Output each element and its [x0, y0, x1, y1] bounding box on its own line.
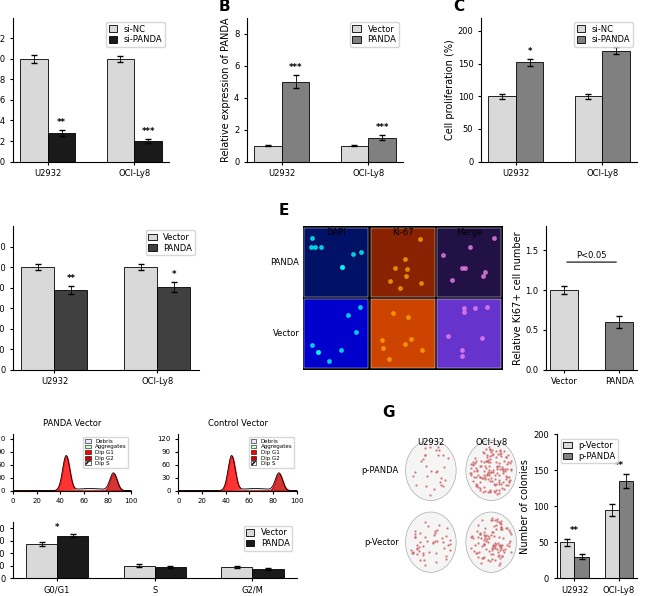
Bar — [604, 510, 619, 578]
Text: G: G — [383, 405, 395, 420]
Text: p-PANDA: p-PANDA — [361, 466, 399, 475]
FancyBboxPatch shape — [370, 228, 435, 297]
Text: B: B — [219, 0, 231, 14]
FancyBboxPatch shape — [437, 228, 501, 297]
Text: C: C — [453, 0, 464, 14]
Title: PANDA Vector: PANDA Vector — [43, 419, 101, 428]
Text: Vector: Vector — [272, 330, 300, 339]
Legend: si-NC, si-PANDA: si-NC, si-PANDA — [106, 22, 165, 46]
FancyBboxPatch shape — [304, 228, 368, 297]
Title: Control Vector: Control Vector — [207, 419, 268, 428]
Bar — [20, 59, 47, 162]
Y-axis label: Relative Ki67+ cell number: Relative Ki67+ cell number — [513, 231, 523, 365]
Text: **: ** — [57, 118, 66, 127]
Legend: p-Vector, p-PANDA: p-Vector, p-PANDA — [561, 439, 618, 463]
Bar — [551, 290, 578, 370]
Text: E: E — [279, 203, 289, 218]
Bar — [57, 536, 88, 578]
Bar — [155, 567, 186, 578]
Text: *: * — [527, 47, 532, 56]
Bar — [619, 481, 633, 578]
Circle shape — [466, 512, 517, 572]
Bar — [124, 267, 157, 370]
Bar — [55, 290, 87, 370]
Text: P<0.05: P<0.05 — [577, 251, 607, 260]
Text: Merge: Merge — [456, 228, 482, 237]
Circle shape — [466, 440, 517, 501]
Text: ***: *** — [289, 63, 302, 73]
Legend: Vector, PANDA: Vector, PANDA — [350, 22, 399, 46]
Bar — [605, 322, 633, 370]
Legend: si-NC, si-PANDA: si-NC, si-PANDA — [574, 22, 633, 46]
FancyBboxPatch shape — [304, 299, 368, 368]
Text: ***: *** — [375, 123, 389, 132]
Circle shape — [406, 440, 456, 501]
Bar — [341, 145, 369, 162]
Text: ***: *** — [141, 127, 155, 136]
Y-axis label: Relative expression of PANDA: Relative expression of PANDA — [221, 17, 231, 162]
Text: **: ** — [570, 526, 579, 535]
Bar — [281, 82, 309, 162]
Bar — [369, 138, 396, 162]
FancyBboxPatch shape — [437, 299, 501, 368]
Bar — [575, 96, 603, 162]
Bar — [254, 145, 281, 162]
Bar — [488, 96, 515, 162]
Bar — [515, 62, 543, 162]
Text: U2932: U2932 — [417, 438, 445, 447]
Text: OCI-Ly8: OCI-Ly8 — [475, 438, 507, 447]
Bar — [124, 566, 155, 578]
Bar — [26, 544, 57, 578]
Text: *: * — [614, 35, 618, 44]
Bar — [575, 557, 589, 578]
Legend: Vector, PANDA: Vector, PANDA — [146, 230, 194, 255]
Legend: Debris, Aggregates, Dip G1, Dip G2, Dip S: Debris, Aggregates, Dip G1, Dip G2, Dip … — [249, 437, 294, 468]
Bar — [221, 567, 252, 578]
FancyBboxPatch shape — [370, 299, 435, 368]
Text: **: ** — [614, 461, 623, 470]
Text: *: * — [172, 270, 176, 279]
Bar — [157, 287, 190, 370]
Text: PANDA: PANDA — [270, 257, 300, 266]
Text: p-Vector: p-Vector — [364, 538, 399, 547]
Y-axis label: Cell proliferation (%): Cell proliferation (%) — [445, 39, 455, 140]
Bar — [603, 51, 630, 162]
Text: DAPI: DAPI — [326, 228, 346, 237]
Bar — [135, 141, 162, 162]
Bar — [252, 569, 284, 578]
Y-axis label: Number of colonies: Number of colonies — [521, 459, 530, 554]
Bar — [21, 267, 55, 370]
Text: Ki-67: Ki-67 — [392, 228, 413, 237]
Bar — [560, 542, 575, 578]
Circle shape — [406, 512, 456, 572]
Bar — [107, 59, 135, 162]
Text: **: ** — [66, 274, 75, 283]
Legend: Vector, PANDA: Vector, PANDA — [244, 526, 292, 551]
Bar — [47, 133, 75, 162]
Legend: Debris, Aggregates, Dip G1, Dip G2, Dip S: Debris, Aggregates, Dip G1, Dip G2, Dip … — [83, 437, 129, 468]
Text: *: * — [55, 523, 59, 532]
